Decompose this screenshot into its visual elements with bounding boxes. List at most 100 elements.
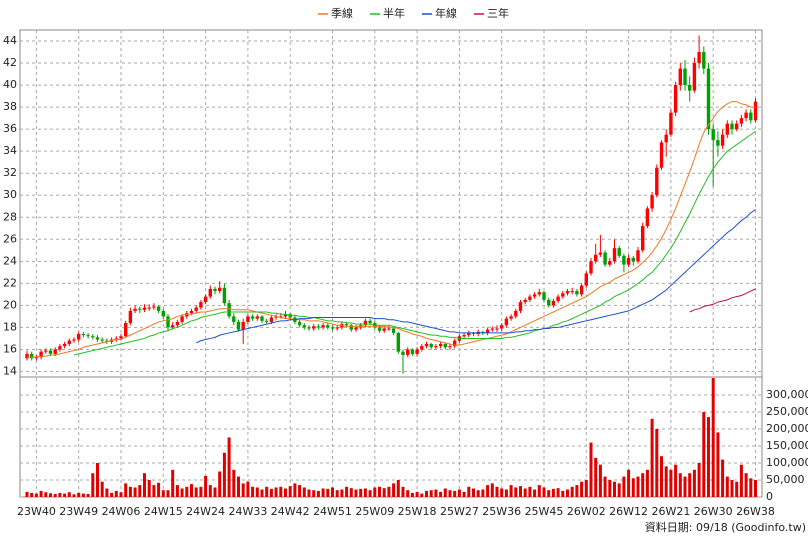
x-tick-label: 26W12 xyxy=(609,505,648,518)
candle-body xyxy=(575,291,579,295)
candle-body xyxy=(730,123,734,130)
y-tick-label: 32 xyxy=(3,166,17,179)
candle-body xyxy=(678,68,682,86)
volume-bar xyxy=(420,493,424,497)
candle-body xyxy=(528,296,532,300)
candle-body xyxy=(673,85,678,113)
candle-body xyxy=(711,129,715,141)
volume-bar xyxy=(251,486,255,497)
candle-body xyxy=(114,338,118,340)
volume-bar xyxy=(749,478,753,497)
volume-bar xyxy=(161,490,165,497)
candle-body xyxy=(739,118,744,124)
volume-bar xyxy=(472,488,475,497)
candle-body xyxy=(171,325,175,328)
y2-tick-label: 250,000 xyxy=(766,405,808,418)
volume-bar xyxy=(72,494,76,497)
y-tick-label: 26 xyxy=(3,232,17,245)
candle-body xyxy=(203,296,208,303)
volume-bar xyxy=(622,476,626,497)
volume-bar xyxy=(288,486,292,497)
volume-bar xyxy=(143,473,146,497)
volume-bar xyxy=(561,490,565,497)
volume-bar xyxy=(702,412,706,497)
volume-bar xyxy=(439,491,443,497)
x-tick-label: 25W45 xyxy=(525,505,564,518)
x-tick-label: 24W15 xyxy=(144,505,183,518)
volume-bar xyxy=(199,486,203,497)
candle-body xyxy=(222,287,227,304)
volume-bar xyxy=(204,475,208,497)
volume-bar xyxy=(542,487,546,497)
ma-line xyxy=(27,101,756,358)
candle-body xyxy=(53,349,57,354)
y-tick-label: 42 xyxy=(3,56,17,69)
volume-bar xyxy=(509,485,513,497)
volume-bar xyxy=(457,489,461,497)
candle-body xyxy=(274,316,278,318)
candle-body xyxy=(377,327,382,331)
candle-body xyxy=(58,346,62,350)
volume-bar xyxy=(91,473,95,497)
volume-bar xyxy=(335,490,339,497)
candle-body xyxy=(152,306,156,308)
volume-bar xyxy=(345,486,349,497)
volume-bar xyxy=(523,488,527,497)
volume-bar xyxy=(152,485,156,497)
volume-bar xyxy=(265,486,269,497)
volume-bar xyxy=(603,476,607,497)
volume-bar xyxy=(636,476,640,497)
candle-body xyxy=(598,252,603,255)
candle-body xyxy=(669,112,673,135)
volume-bar xyxy=(354,489,358,497)
candle-body xyxy=(269,317,274,322)
candle-body xyxy=(504,318,509,326)
candle-body xyxy=(692,63,697,91)
volume-bar xyxy=(476,490,480,497)
volume-bar xyxy=(504,489,508,497)
y2-tick-label: 200,000 xyxy=(766,422,808,435)
candle-body xyxy=(753,101,758,121)
volume-bar xyxy=(119,492,123,497)
volume-bar xyxy=(711,378,715,497)
volume-bar xyxy=(53,493,57,497)
candle-body xyxy=(218,287,222,292)
y2-tick-label: 50,000 xyxy=(766,473,805,486)
volume-bar xyxy=(434,489,438,497)
candle-body xyxy=(302,325,306,328)
volume-bar xyxy=(359,488,363,497)
volume-bar xyxy=(645,469,649,497)
volume-bar xyxy=(533,489,537,497)
candle-body xyxy=(565,291,570,294)
candle-body xyxy=(561,293,565,297)
volume-bar xyxy=(133,487,137,497)
volume-bar xyxy=(349,488,353,497)
volume-bar xyxy=(96,463,99,497)
y-tick-label: 14 xyxy=(3,364,17,377)
candle-body xyxy=(518,302,523,311)
volume-bar xyxy=(683,476,687,497)
volume-bar xyxy=(641,473,645,497)
volume-bar xyxy=(467,486,471,497)
volume-bar xyxy=(293,483,297,497)
candle-body xyxy=(340,324,344,328)
volume-bar xyxy=(260,489,264,497)
candle-body xyxy=(697,52,701,64)
volume-bar xyxy=(725,476,729,497)
volume-bar xyxy=(208,485,212,497)
x-tick-label: 24W06 xyxy=(102,505,141,518)
candle-body xyxy=(25,353,29,359)
volume-bar xyxy=(669,469,673,497)
volume-bar xyxy=(739,464,743,497)
volume-bar xyxy=(650,418,654,497)
volume-bar xyxy=(425,490,428,497)
candle-body xyxy=(537,292,541,295)
candle-body xyxy=(133,308,137,311)
candle-body xyxy=(485,329,490,333)
volume-bar xyxy=(298,485,302,497)
candle-body xyxy=(344,324,349,326)
candle-body xyxy=(246,316,250,322)
volume-bar xyxy=(396,480,400,497)
y-tick-label: 20 xyxy=(3,298,17,311)
volume-bar xyxy=(218,471,222,497)
